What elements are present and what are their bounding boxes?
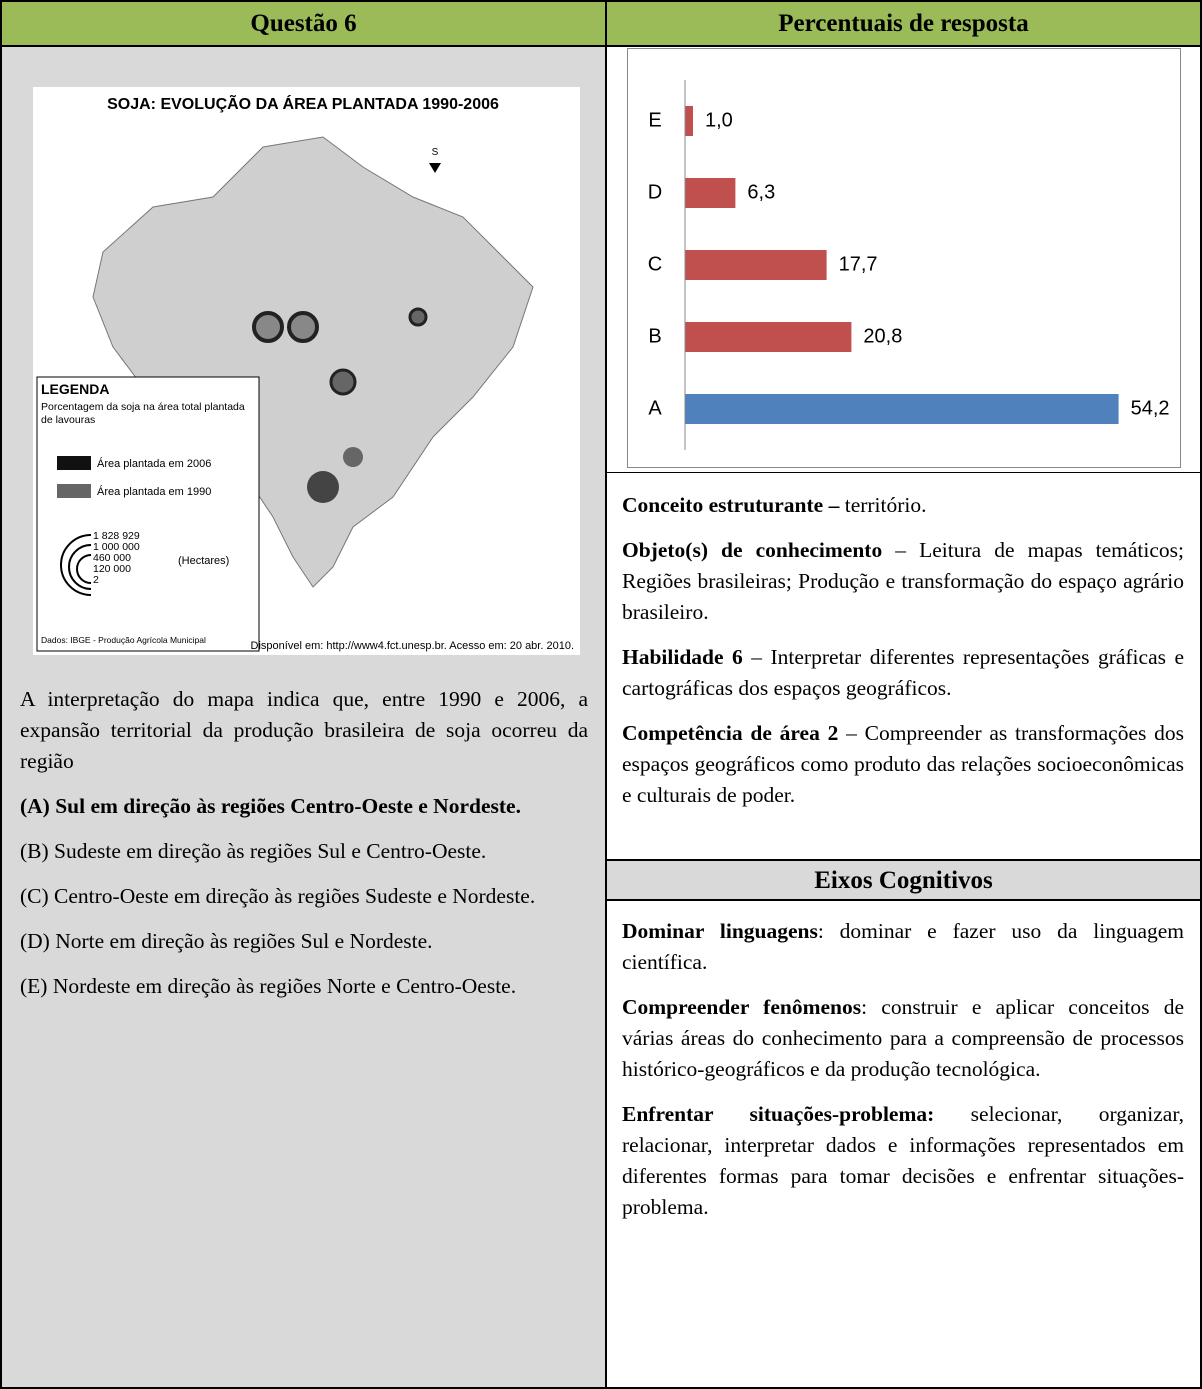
item: Habilidade 6 – Interpretar diferentes re… — [622, 642, 1184, 704]
value-label: 20,8 — [863, 325, 902, 347]
option: (D) Norte em direção às regiões Sul e No… — [20, 929, 433, 953]
legend-swatch-2006 — [57, 456, 91, 470]
option: (B) Sudeste em direção às regiões Sul e … — [20, 839, 487, 863]
item-text: território. — [839, 493, 927, 517]
item-text: – Interpretar diferentes representações … — [622, 645, 1185, 700]
map-title: SOJA: EVOLUÇÃO DA ÁREA PLANTADA 1990-200… — [107, 93, 499, 113]
item: Objeto(s) de conhecimento – Leitura de m… — [622, 535, 1184, 628]
bar — [685, 322, 852, 352]
size-label: 2 — [93, 574, 99, 586]
value-label: 17,7 — [839, 253, 878, 275]
map-north: S — [432, 147, 439, 158]
size-unit: (Hectares) — [178, 555, 229, 567]
map-circle — [307, 471, 339, 503]
left-header: Questão 6 — [2, 2, 605, 47]
map-circle — [287, 311, 319, 343]
question: A interpretação do mapa indica que, entr… — [20, 687, 588, 773]
map: SOJA: EVOLUÇÃO DA ÁREA PLANTADA 1990-200… — [33, 87, 580, 655]
item: Competência de área 2 – Compreender as t… — [622, 718, 1184, 811]
axis-label: Compreender fenômenos — [622, 995, 862, 1019]
map-circle — [408, 307, 428, 327]
option: (C) Centro-Oeste em direção às regiões S… — [20, 884, 536, 908]
category-label: C — [648, 253, 662, 275]
legend-caption: Porcentagem da soja na área total planta… — [41, 401, 245, 426]
axes-header: Eixos Cognitivos — [607, 859, 1200, 901]
column-divider — [605, 0, 607, 1389]
category-label: E — [648, 109, 661, 131]
size-arcs — [60, 534, 92, 596]
chart: E 1,0 D 6,3 C 17,7 B 20,8 A 54,2 — [627, 48, 1181, 468]
item-label: Conceito estruturante – — [622, 493, 840, 517]
bar — [685, 250, 827, 280]
category-label: B — [648, 325, 661, 347]
size-label: 1 828 929 — [93, 530, 140, 542]
axis-item: Compreender fenômenos: construir e aplic… — [622, 992, 1184, 1085]
map-circle — [343, 447, 363, 467]
left-text: A interpretação do mapa indica que, entr… — [20, 684, 588, 1016]
size-label: 120 000 — [93, 563, 131, 575]
axis-text: : construir e aplicar conceitos de vária… — [622, 995, 1184, 1081]
legend-title: LEGENDA — [41, 381, 109, 397]
option: (A) Sul em direção às regiões Centro-Oes… — [20, 794, 521, 818]
value-label: 54,2 — [1131, 397, 1170, 419]
value-label: 1,0 — [705, 109, 733, 131]
legend-2006: Área plantada em 2006 — [97, 457, 211, 470]
bar — [685, 394, 1119, 424]
category-label: D — [648, 181, 662, 203]
legend-box — [36, 376, 260, 652]
bar — [685, 106, 693, 136]
item: Conceito estruturante – território. — [622, 490, 1184, 521]
axis-label: Enfrentar situações-problema: — [622, 1102, 935, 1126]
axes-text: Dominar linguagens: dominar e fazer uso … — [622, 916, 1184, 1237]
item-label: Competência de área 2 — [622, 721, 839, 745]
category-label: A — [648, 397, 662, 419]
item-label: Habilidade 6 — [622, 645, 743, 669]
value-label: 6,3 — [747, 181, 775, 203]
legend-caption-box: Porcentagem da soja na área total planta… — [41, 401, 245, 426]
legend-swatch-1990 — [57, 484, 91, 498]
bar — [685, 178, 736, 208]
chart-bottom-rule — [607, 472, 1200, 473]
option: (E) Nordeste em direção às regiões Norte… — [20, 974, 517, 998]
size-label: 460 000 — [93, 552, 131, 564]
item-text: – Leitura de mapas temáticos; Regiões br… — [622, 538, 1184, 624]
map-circle — [329, 368, 357, 396]
axis-label: Dominar linguagens — [622, 919, 818, 943]
map-circle — [252, 311, 284, 343]
size-label: 1 000 000 — [93, 541, 140, 553]
right-text: Conceito estruturante – território. Obje… — [622, 490, 1184, 825]
legend-1990: Área plantada em 1990 — [97, 485, 211, 498]
axis-item: Dominar linguagens: dominar e fazer uso … — [622, 916, 1184, 978]
axis-item: Enfrentar situações-problema: selecionar… — [622, 1099, 1184, 1223]
item-text: – Compreender as transformações dos espa… — [622, 721, 1185, 807]
item-label: Objeto(s) de conhecimento — [622, 538, 883, 562]
right-header: Percentuais de resposta — [607, 2, 1200, 47]
data-source: Dados: IBGE - Produção Agrícola Municipa… — [41, 635, 206, 645]
north-arrow — [429, 163, 441, 173]
axis-text: : dominar e fazer uso da linguagem cient… — [622, 919, 1185, 974]
map-source: Disponível em: http://www4.fct.unesp.br.… — [251, 640, 574, 652]
axis-text: selecionar, organizar, relacionar, inter… — [622, 1102, 1184, 1219]
